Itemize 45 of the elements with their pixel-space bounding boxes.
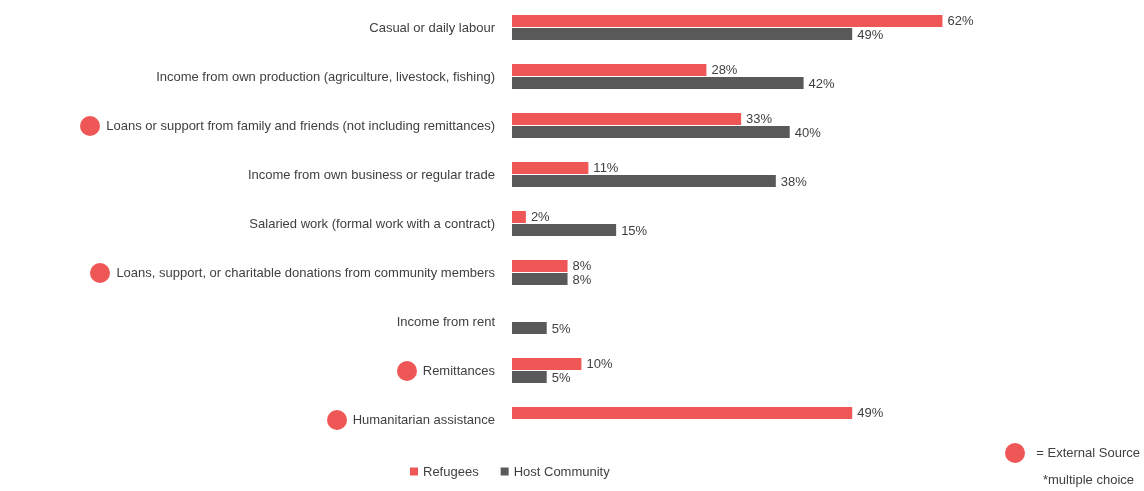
y-tick-label: Loans or support from family and friends (not including remittances) <box>106 118 495 133</box>
bar <box>512 224 617 237</box>
data-label: 8% <box>572 271 592 287</box>
bar <box>512 406 853 419</box>
bar <box>512 322 547 335</box>
y-tick-label: Salaried work (formal work with a contract) <box>249 216 495 231</box>
y-tick-label: Casual or daily labour <box>369 20 496 35</box>
y-tick-label: Income from own business or regular trade <box>247 167 495 182</box>
y-tick-label: Humanitarian assistance <box>352 412 495 427</box>
data-label: 5% <box>551 320 571 336</box>
legend-label: Host Community <box>513 464 611 479</box>
data-label: 10% <box>586 356 613 372</box>
data-label: 49% <box>857 405 884 421</box>
data-label: 15% <box>621 222 648 238</box>
bar <box>512 77 804 90</box>
data-label: 8% <box>572 258 592 274</box>
bar <box>512 210 526 223</box>
data-label: 11% <box>593 160 619 176</box>
data-label: 40% <box>794 124 822 140</box>
y-tick-label: Income from rent <box>396 314 496 329</box>
bar <box>512 371 547 384</box>
data-label: 62% <box>947 13 974 29</box>
text: *multiple choice <box>1042 472 1134 487</box>
y-tick-label: Income from own production (agriculture, livestock, fishing) <box>156 69 495 84</box>
bar <box>512 126 790 139</box>
data-label: 38% <box>780 173 808 189</box>
bar <box>512 175 776 188</box>
data-label: 28% <box>711 62 738 78</box>
bar <box>512 14 943 27</box>
bar <box>512 273 568 286</box>
bar <box>512 161 589 174</box>
y-tick-label: Remittances <box>422 363 496 378</box>
data-label: 33% <box>746 111 773 127</box>
legend-label: Refugees <box>423 464 480 479</box>
bar <box>512 28 853 41</box>
data-label: 5% <box>551 369 571 385</box>
bar <box>512 63 707 76</box>
y-tick-label: Loans, support, or charitable donations from community members <box>116 265 496 280</box>
bar <box>512 259 568 272</box>
text: = External Source <box>1036 445 1141 460</box>
data-label: 42% <box>808 75 836 91</box>
data-label: 49% <box>857 26 884 42</box>
bar <box>512 357 582 370</box>
data-label: 2% <box>530 209 551 225</box>
bar <box>512 112 742 125</box>
